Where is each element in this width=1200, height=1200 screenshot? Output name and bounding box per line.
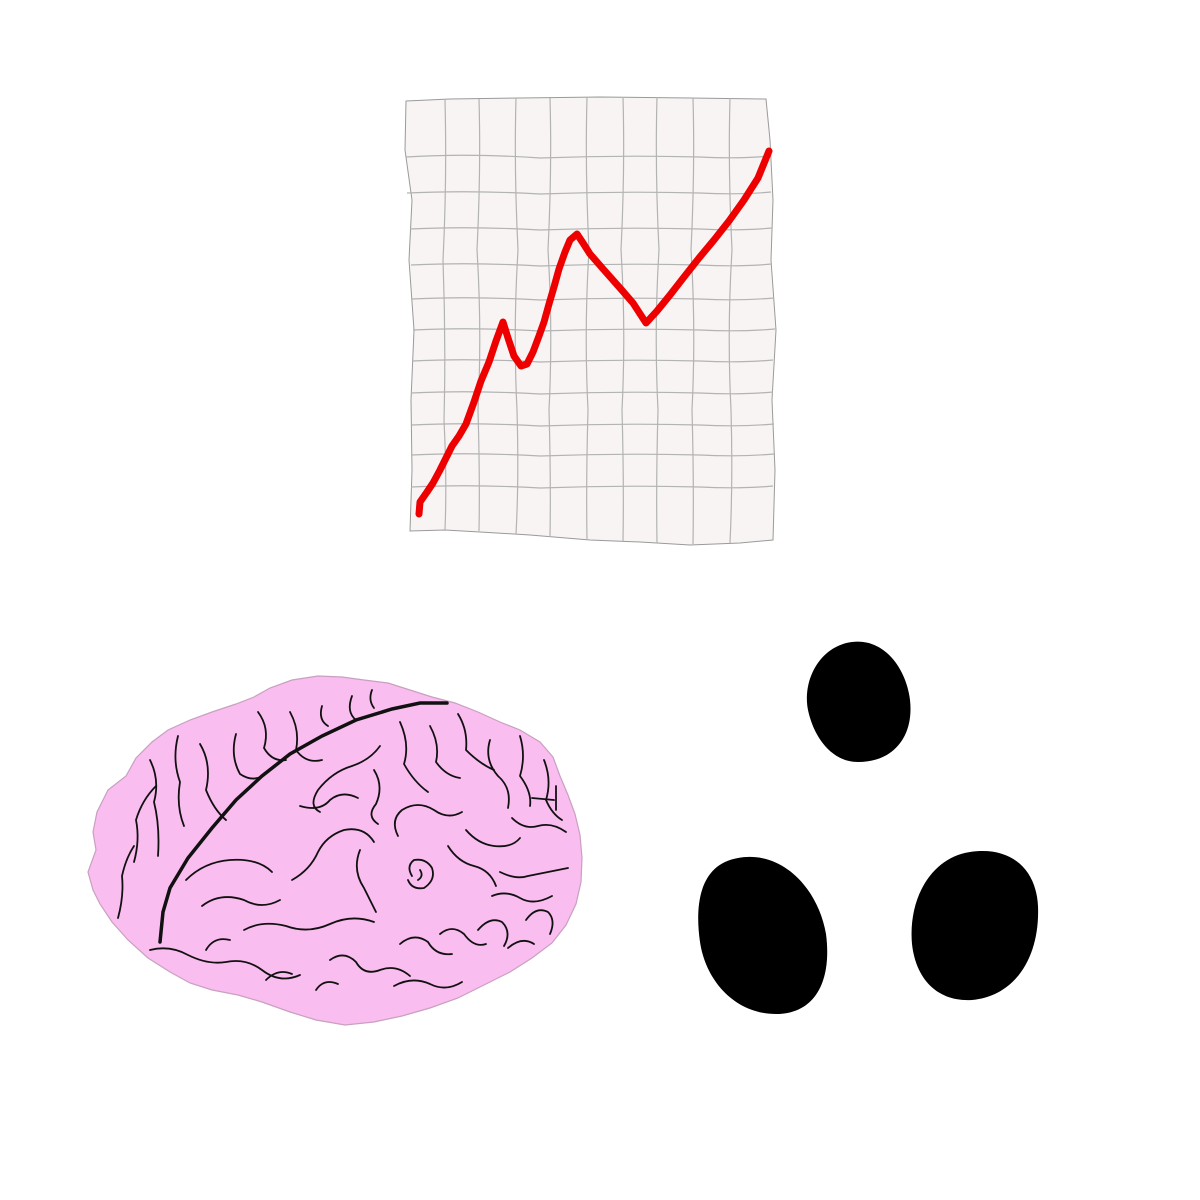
trend-chart-paper-icon	[404, 96, 777, 546]
paper-sheet	[404, 96, 777, 546]
brain-icon	[87, 675, 583, 1026]
dot-bottom-right	[911, 851, 1039, 1001]
three-dots-icon	[698, 641, 1039, 1014]
dot-bottom-left	[698, 856, 828, 1014]
dot-top	[806, 641, 911, 762]
trend-line	[415, 147, 773, 518]
paper-grid-vertical	[442, 96, 733, 545]
brain-folds	[117, 689, 569, 991]
brain-body	[87, 675, 583, 1026]
